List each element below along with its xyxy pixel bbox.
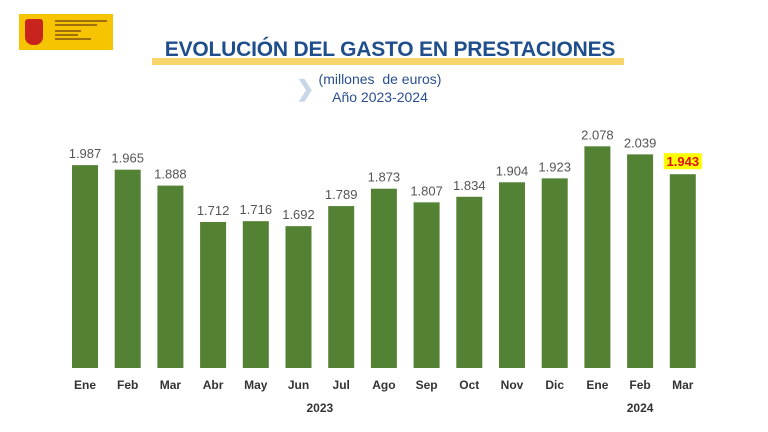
bar bbox=[370, 188, 397, 368]
x-tick-label: Mar bbox=[672, 378, 694, 392]
bar bbox=[114, 169, 141, 368]
x-tick-label: May bbox=[244, 378, 268, 392]
bar bbox=[72, 165, 98, 368]
coat-of-arms-icon bbox=[25, 19, 43, 45]
bar bbox=[541, 178, 568, 368]
data-label: 1.923 bbox=[538, 159, 571, 174]
bar bbox=[200, 221, 227, 368]
x-tick-label: Oct bbox=[459, 378, 479, 392]
x-tick-label: Ene bbox=[74, 378, 96, 392]
data-label: 1.873 bbox=[368, 170, 401, 185]
bar bbox=[627, 154, 654, 368]
chevron-right-icon: ❯ bbox=[296, 76, 315, 101]
year-label: 2024 bbox=[627, 401, 654, 415]
data-label: 1.807 bbox=[410, 183, 443, 198]
x-tick-label: Ago bbox=[372, 378, 395, 392]
data-label: 2.078 bbox=[581, 127, 614, 142]
data-label: 1.712 bbox=[197, 203, 230, 218]
data-label: 1.987 bbox=[69, 146, 102, 161]
data-label: 1.716 bbox=[240, 202, 273, 217]
x-tick-label: Sep bbox=[416, 378, 438, 392]
x-tick-label: Abr bbox=[203, 378, 224, 392]
data-label: 1.692 bbox=[282, 207, 315, 222]
year-label: 2023 bbox=[306, 401, 333, 415]
bar bbox=[669, 174, 696, 368]
x-tick-label: Jun bbox=[288, 378, 309, 392]
x-tick-label: Feb bbox=[629, 378, 650, 392]
data-label: 1.904 bbox=[496, 163, 529, 178]
government-logo bbox=[19, 14, 113, 50]
chart-subtitle: (millones de euros) Año 2023-2024 bbox=[280, 70, 480, 106]
period-label: Año 2023-2024 bbox=[332, 89, 428, 105]
x-tick-label: Mar bbox=[160, 378, 182, 392]
units-label: (millones de euros) bbox=[318, 71, 442, 87]
x-tick-label: Jul bbox=[333, 378, 350, 392]
bar bbox=[157, 185, 184, 368]
title-underline bbox=[152, 58, 624, 65]
chart-title: EVOLUCIÓN DEL GASTO EN PRESTACIONES bbox=[164, 38, 616, 61]
data-label: 2.039 bbox=[624, 135, 657, 150]
highlight-box bbox=[663, 153, 702, 170]
bar bbox=[328, 206, 355, 368]
bar bbox=[499, 182, 525, 368]
x-tick-label: Dic bbox=[545, 378, 564, 392]
data-label: 1.943 bbox=[667, 154, 700, 169]
x-tick-label: Feb bbox=[117, 378, 138, 392]
bar bbox=[456, 196, 483, 368]
data-label: 1.888 bbox=[154, 167, 187, 182]
data-label: 1.789 bbox=[325, 187, 358, 202]
bar bbox=[242, 221, 269, 368]
bar bbox=[584, 146, 611, 368]
x-tick-label: Nov bbox=[501, 378, 524, 392]
bar bbox=[285, 226, 312, 368]
data-label: 1.965 bbox=[111, 151, 144, 166]
bar bbox=[413, 202, 440, 368]
data-label: 1.834 bbox=[453, 178, 486, 193]
x-tick-label: Ene bbox=[586, 378, 608, 392]
